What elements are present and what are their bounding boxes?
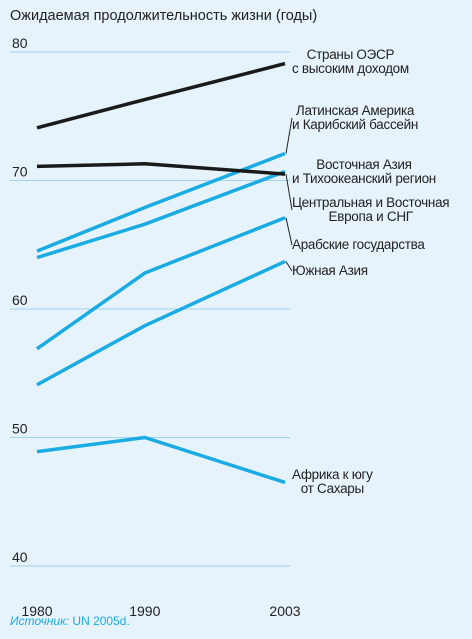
leader-line: [285, 117, 293, 154]
source-text: UN 2005d.: [72, 614, 130, 628]
series-line: [36, 169, 286, 260]
series-line: [36, 162, 286, 176]
x-tick-label: 1980: [21, 603, 52, 619]
leader-line: [285, 261, 293, 272]
y-tick-label: 70: [12, 164, 28, 180]
y-tick-label: 80: [12, 35, 28, 51]
x-tick-label: 2003: [269, 603, 300, 619]
y-tick-label: 40: [12, 549, 28, 565]
series-label: Центральная и Восточная Европа и СНГ: [292, 195, 450, 224]
series-line: [36, 61, 286, 130]
series-line: [35, 216, 286, 351]
source: Источник: UN 2005d.: [10, 614, 130, 628]
series-line: [36, 435, 286, 485]
series-line: [36, 259, 286, 387]
leader-line: [285, 217, 293, 246]
series-line: [36, 151, 286, 253]
series-label: Арабские государства: [292, 237, 425, 252]
x-tick-label: 1990: [129, 603, 160, 619]
series-label: Страны ОЭСР с высоким доходом: [292, 47, 409, 76]
series-label: Африка к югу от Сахары: [292, 467, 373, 496]
leader-line: [285, 173, 293, 211]
y-tick-label: 50: [12, 421, 28, 437]
source-label: Источник:: [10, 614, 70, 628]
series-label: Южная Азия: [292, 263, 368, 278]
chart-title: Ожидаемая продолжительность жизни (годы): [10, 8, 318, 24]
series-label: Латинская Америка и Карибский бассейн: [292, 103, 419, 132]
y-tick-label: 60: [12, 292, 28, 308]
series-label: Восточная Азия и Тихоокеанский регион: [292, 157, 436, 186]
